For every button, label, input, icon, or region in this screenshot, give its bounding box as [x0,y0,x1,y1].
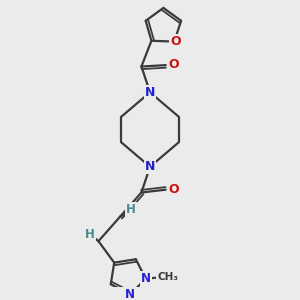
Text: N: N [141,272,151,285]
Text: O: O [170,35,181,48]
Text: N: N [145,86,155,99]
Text: N: N [145,160,155,173]
Text: H: H [85,227,95,241]
Text: N: N [125,288,135,300]
Text: H: H [126,203,136,216]
Text: CH₃: CH₃ [157,272,178,282]
Text: O: O [169,58,179,71]
Text: O: O [169,183,179,196]
